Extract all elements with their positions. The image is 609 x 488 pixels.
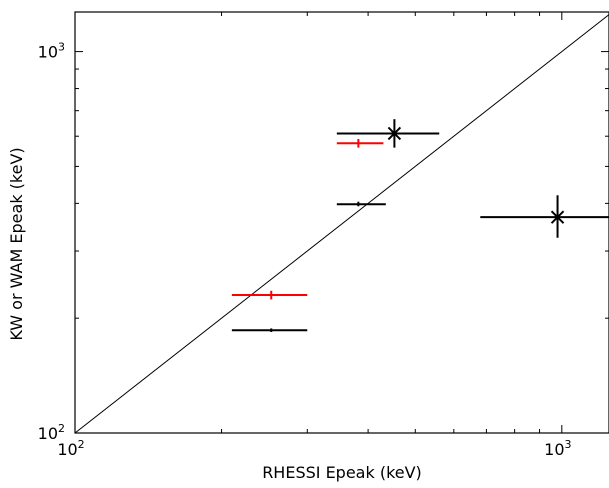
x-tick-label-base: 10	[57, 440, 77, 459]
data-point	[336, 119, 440, 148]
x-tick-label-exponent: 3	[565, 438, 572, 451]
y-tick-label-exponent: 2	[58, 422, 65, 435]
y-tick-label-base: 10	[38, 43, 58, 62]
x-tick-label: 102	[57, 438, 84, 459]
y-tick-label-base: 10	[38, 424, 58, 443]
plot-frame	[74, 11, 609, 434]
data-point	[480, 195, 609, 238]
chart-marks	[75, 14, 609, 433]
data-point	[231, 328, 308, 332]
x-tick-label-exponent: 2	[78, 438, 85, 451]
data-point	[231, 290, 308, 300]
reference-line-y-equals-x	[75, 14, 609, 433]
x-tick-label-base: 10	[544, 440, 564, 459]
data-point	[336, 201, 386, 207]
y-tick-label: 102	[38, 422, 65, 443]
x-marker-stroke	[387, 126, 402, 141]
y-tick-label: 103	[38, 41, 65, 62]
data-point	[336, 138, 384, 148]
x-tick-label: 103	[544, 438, 571, 459]
y-tick-label-exponent: 3	[58, 41, 65, 54]
x-axis-label: RHESSI Epeak (keV)	[262, 463, 422, 482]
x-marker-stroke	[550, 210, 565, 224]
y-axis-label: KW or WAM Epeak (keV)	[7, 147, 26, 340]
